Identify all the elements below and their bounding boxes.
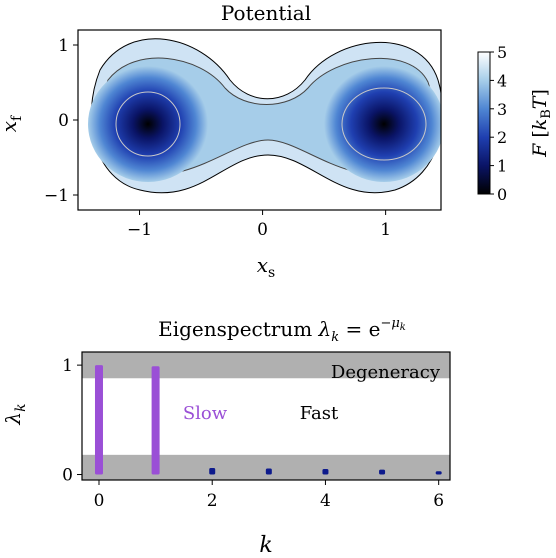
colorbar-tick-label: 0 [497, 185, 507, 204]
potential-y-ticks: −1 0 1 [44, 36, 78, 206]
potential-contour-left-inner [115, 91, 181, 157]
potential-y-tick-label: −1 [44, 186, 69, 206]
potential-title: Potential [221, 1, 311, 25]
potential-x-ticks: −1 0 1 [127, 210, 391, 240]
annotation-fast: Fast [300, 403, 339, 424]
colorbar [477, 51, 491, 195]
eigen-y-ticks: 01 [62, 356, 82, 486]
eigen-x-tick-label: 2 [207, 491, 218, 511]
potential-x-tick-label: 0 [257, 220, 268, 240]
eigen-bar-slow [151, 366, 160, 475]
colorbar-tick-label: 2 [497, 128, 507, 147]
eigen-x-ticks: 0 2 4 6 [94, 480, 444, 511]
potential-y-label: xf [0, 114, 25, 132]
colorbar-tick-label: 4 [497, 71, 507, 90]
colorbar-tick-label: 1 [497, 157, 507, 176]
potential-well-left [88, 66, 208, 182]
eigen-y-tick-label: 1 [62, 356, 73, 376]
potential-well-right [324, 66, 441, 182]
eigen-bar-fast [379, 469, 386, 475]
eigen-y-tick-label: 0 [62, 466, 73, 486]
annotation-slow: Slow [183, 403, 228, 424]
eigen-title: Eigenspectrum λk = e−μk [158, 316, 406, 345]
eigen-bar-fast [322, 469, 329, 475]
degeneracy-band [82, 352, 450, 379]
potential-x-label: xs [257, 253, 275, 281]
annotation-degeneracy: Degeneracy [331, 362, 441, 383]
eigen-x-tick-label: 4 [320, 491, 331, 511]
potential-plot-area [78, 30, 441, 210]
potential-x-tick-label: 1 [380, 220, 391, 240]
eigen-plot-area [82, 352, 450, 480]
colorbar-ticks: 0 1 2 3 4 5 [490, 43, 507, 204]
eigen-bar-fast [265, 468, 272, 475]
eigen-x-tick-label: 0 [94, 491, 105, 511]
eigen-bar-fast [435, 471, 442, 475]
eigen-bar-slow [94, 365, 103, 475]
potential-x-tick-label: −1 [127, 220, 152, 240]
potential-y-tick-label: 0 [58, 111, 69, 131]
eigen-x-label: k [259, 533, 272, 558]
potential-y-tick-label: 1 [58, 36, 69, 56]
potential-contour-right-inner [341, 87, 427, 161]
eigen-axes-frame [81, 351, 451, 481]
degeneracy-band [82, 454, 450, 480]
colorbar-tick-label: 5 [497, 43, 507, 62]
eigen-x-tick-label: 6 [433, 491, 444, 511]
eigen-y-label: λk [1, 403, 29, 425]
eigen-bar-fast [209, 467, 216, 475]
colorbar-tick-label: 3 [497, 100, 507, 119]
colorbar-label: F [kBT] [529, 89, 554, 158]
